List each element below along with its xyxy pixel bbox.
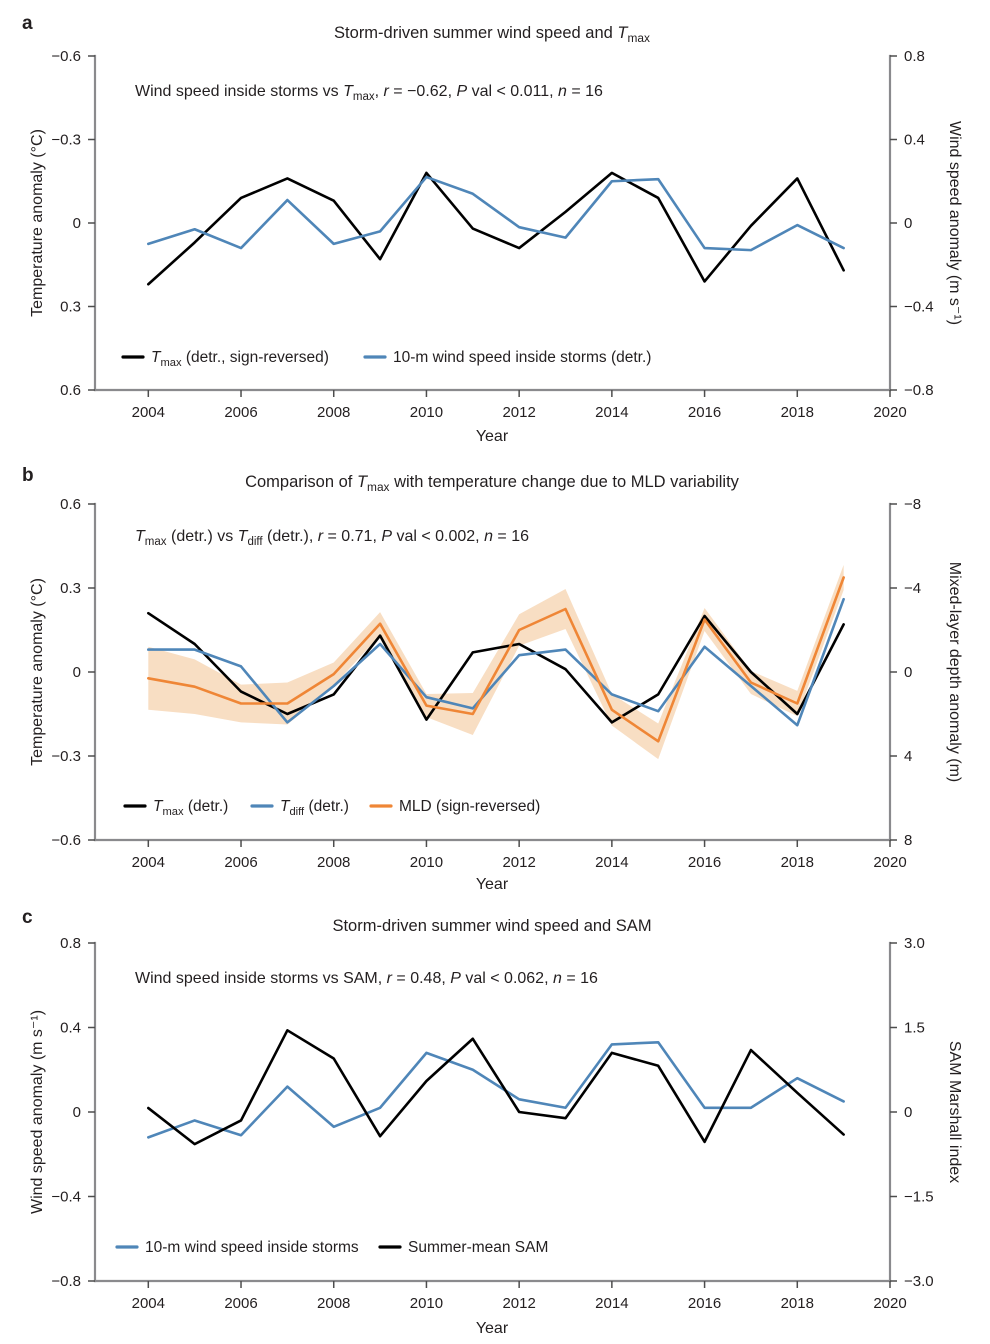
x-tick-label: 2008 xyxy=(317,1295,350,1312)
right-tick-label: −1.5 xyxy=(904,1189,934,1206)
series-line-wind-inside-storms xyxy=(147,1040,845,1139)
panel-title: Comparison of Tmax with temperature chan… xyxy=(245,473,740,494)
legend-label-tmax: Tmax (detr.) xyxy=(153,798,228,818)
series-line-wind-inside-storms xyxy=(147,175,845,252)
legend-label-tdiff: Tdiff (detr.) xyxy=(280,798,349,818)
panel-letter-b: b xyxy=(22,465,34,486)
left-tick-label: −0.6 xyxy=(51,48,81,65)
series-line-mld-sign-reversed xyxy=(147,576,845,743)
x-axis-title: Year xyxy=(476,428,509,445)
right-tick-label: 0 xyxy=(904,1104,912,1121)
x-tick-label: 2006 xyxy=(224,854,257,871)
left-tick-label: 0.4 xyxy=(60,1020,81,1037)
left-tick-label: 0 xyxy=(73,664,81,681)
left-tick-label: −0.3 xyxy=(51,748,81,765)
legend: Tmax (detr., sign-reversed) 10-m wind spe… xyxy=(121,349,651,369)
panel-title: Storm-driven summer wind speed and Tmax xyxy=(334,24,650,45)
left-tick-label: 0 xyxy=(73,215,81,232)
right-tick-label: 3.0 xyxy=(904,935,925,952)
x-tick-label: 2020 xyxy=(873,1295,906,1312)
left-tick-label: 0.3 xyxy=(60,580,81,597)
legend-label-wind-inside-storms: 10-m wind speed inside storms (detr.) xyxy=(393,349,651,366)
left-tick-label: −0.3 xyxy=(51,132,81,149)
x-tick-label: 2010 xyxy=(410,854,443,871)
x-tick-label: 2010 xyxy=(410,1295,443,1312)
x-tick-label: 2016 xyxy=(688,854,721,871)
right-tick-label: 0.4 xyxy=(904,132,925,149)
x-tick-label: 2006 xyxy=(224,404,257,421)
series-line-summer-mean-sam xyxy=(147,1029,845,1146)
panel-c: c Storm-driven summer wind speed and SAM W… xyxy=(22,907,963,1337)
legend: Tmax (detr.) Tdiff (detr.) MLD (sign-rever… xyxy=(123,798,540,818)
left-tick-label: 0.6 xyxy=(60,382,81,399)
x-tick-label: 2008 xyxy=(317,854,350,871)
right-tick-label: −0.4 xyxy=(904,299,934,316)
x-tick-label: 2004 xyxy=(132,854,165,871)
left-axis-title: Temperature anomaly (°C) xyxy=(29,578,46,766)
legend-label-wind-inside-storms: 10-m wind speed inside storms xyxy=(145,1239,359,1256)
x-tick-label: 2018 xyxy=(781,854,814,871)
x-tick-label: 2018 xyxy=(781,404,814,421)
x-tick-label: 2004 xyxy=(132,1295,165,1312)
right-tick-label: 0 xyxy=(904,215,912,232)
stats-annotation: Wind speed inside storms vs Tmax, r = −0… xyxy=(135,83,603,103)
x-axis-title: Year xyxy=(476,1320,509,1337)
right-tick-label: 1.5 xyxy=(904,1020,925,1037)
panel-a: a Storm-driven summer wind speed and Tmax… xyxy=(22,13,963,445)
left-tick-label: 0.6 xyxy=(60,496,81,513)
left-tick-label: 0.8 xyxy=(60,935,81,952)
x-axis-title: Year xyxy=(476,876,509,893)
right-tick-label: 0.8 xyxy=(904,48,925,65)
x-tick-label: 2014 xyxy=(595,854,628,871)
left-axis-title: Temperature anomaly (°C) xyxy=(29,129,46,317)
mld-uncertainty-band xyxy=(148,564,844,760)
x-tick-label: 2004 xyxy=(132,404,165,421)
right-tick-label: −8 xyxy=(904,496,921,513)
x-tick-label: 2020 xyxy=(873,404,906,421)
stats-annotation: Tmax (detr.) vs Tdiff (detr.), r = 0.71,… xyxy=(135,528,529,548)
series-line-tdiff xyxy=(147,597,845,727)
x-tick-label: 2020 xyxy=(873,854,906,871)
x-tick-label: 2014 xyxy=(595,1295,628,1312)
x-tick-label: 2012 xyxy=(502,854,535,871)
x-tick-label: 2006 xyxy=(224,1295,257,1312)
left-axis-title: Wind speed anomaly (m s⁻¹) xyxy=(29,1010,46,1214)
right-tick-label: 4 xyxy=(904,748,912,765)
legend-label-summer-mean-sam: Summer-mean SAM xyxy=(408,1239,548,1256)
right-tick-label: −3.0 xyxy=(904,1273,934,1290)
x-tick-label: 2018 xyxy=(781,1295,814,1312)
left-tick-label: −0.6 xyxy=(51,832,81,849)
x-tick-label: 2016 xyxy=(688,1295,721,1312)
right-tick-label: 8 xyxy=(904,832,912,849)
left-tick-label: −0.4 xyxy=(51,1189,81,1206)
legend-label-tmax-sign-reversed: Tmax (detr., sign-reversed) xyxy=(151,349,329,369)
x-tick-label: 2012 xyxy=(502,1295,535,1312)
x-tick-label: 2014 xyxy=(595,404,628,421)
right-axis-title: Mixed-layer depth anomaly (m) xyxy=(946,562,963,783)
x-tick-label: 2016 xyxy=(688,404,721,421)
right-tick-label: 0 xyxy=(904,664,912,681)
x-tick-label: 2008 xyxy=(317,404,350,421)
right-tick-label: −0.8 xyxy=(904,382,934,399)
panel-title: Storm-driven summer wind speed and SAM xyxy=(332,917,651,935)
legend-label-mld-sign-reversed: MLD (sign-reversed) xyxy=(399,798,540,815)
panel-b: b Comparison of Tmax with temperature cha… xyxy=(22,465,963,893)
right-axis-title: SAM Marshall index xyxy=(946,1041,963,1183)
left-tick-label: −0.8 xyxy=(51,1273,81,1290)
series-line-tmax-sign-reversed xyxy=(147,171,845,286)
stats-annotation: Wind speed inside storms vs SAM, r = 0.4… xyxy=(135,970,598,987)
panel-letter-a: a xyxy=(22,13,33,34)
right-tick-label: −4 xyxy=(904,580,921,597)
x-tick-label: 2010 xyxy=(410,404,443,421)
left-tick-label: 0.3 xyxy=(60,299,81,316)
left-tick-label: 0 xyxy=(73,1104,81,1121)
x-tick-label: 2012 xyxy=(502,404,535,421)
legend: 10-m wind speed inside storms Summer-mean… xyxy=(115,1239,548,1256)
panel-letter-c: c xyxy=(22,907,33,928)
right-axis-title: Wind speed anomaly (m s⁻¹) xyxy=(946,121,963,325)
